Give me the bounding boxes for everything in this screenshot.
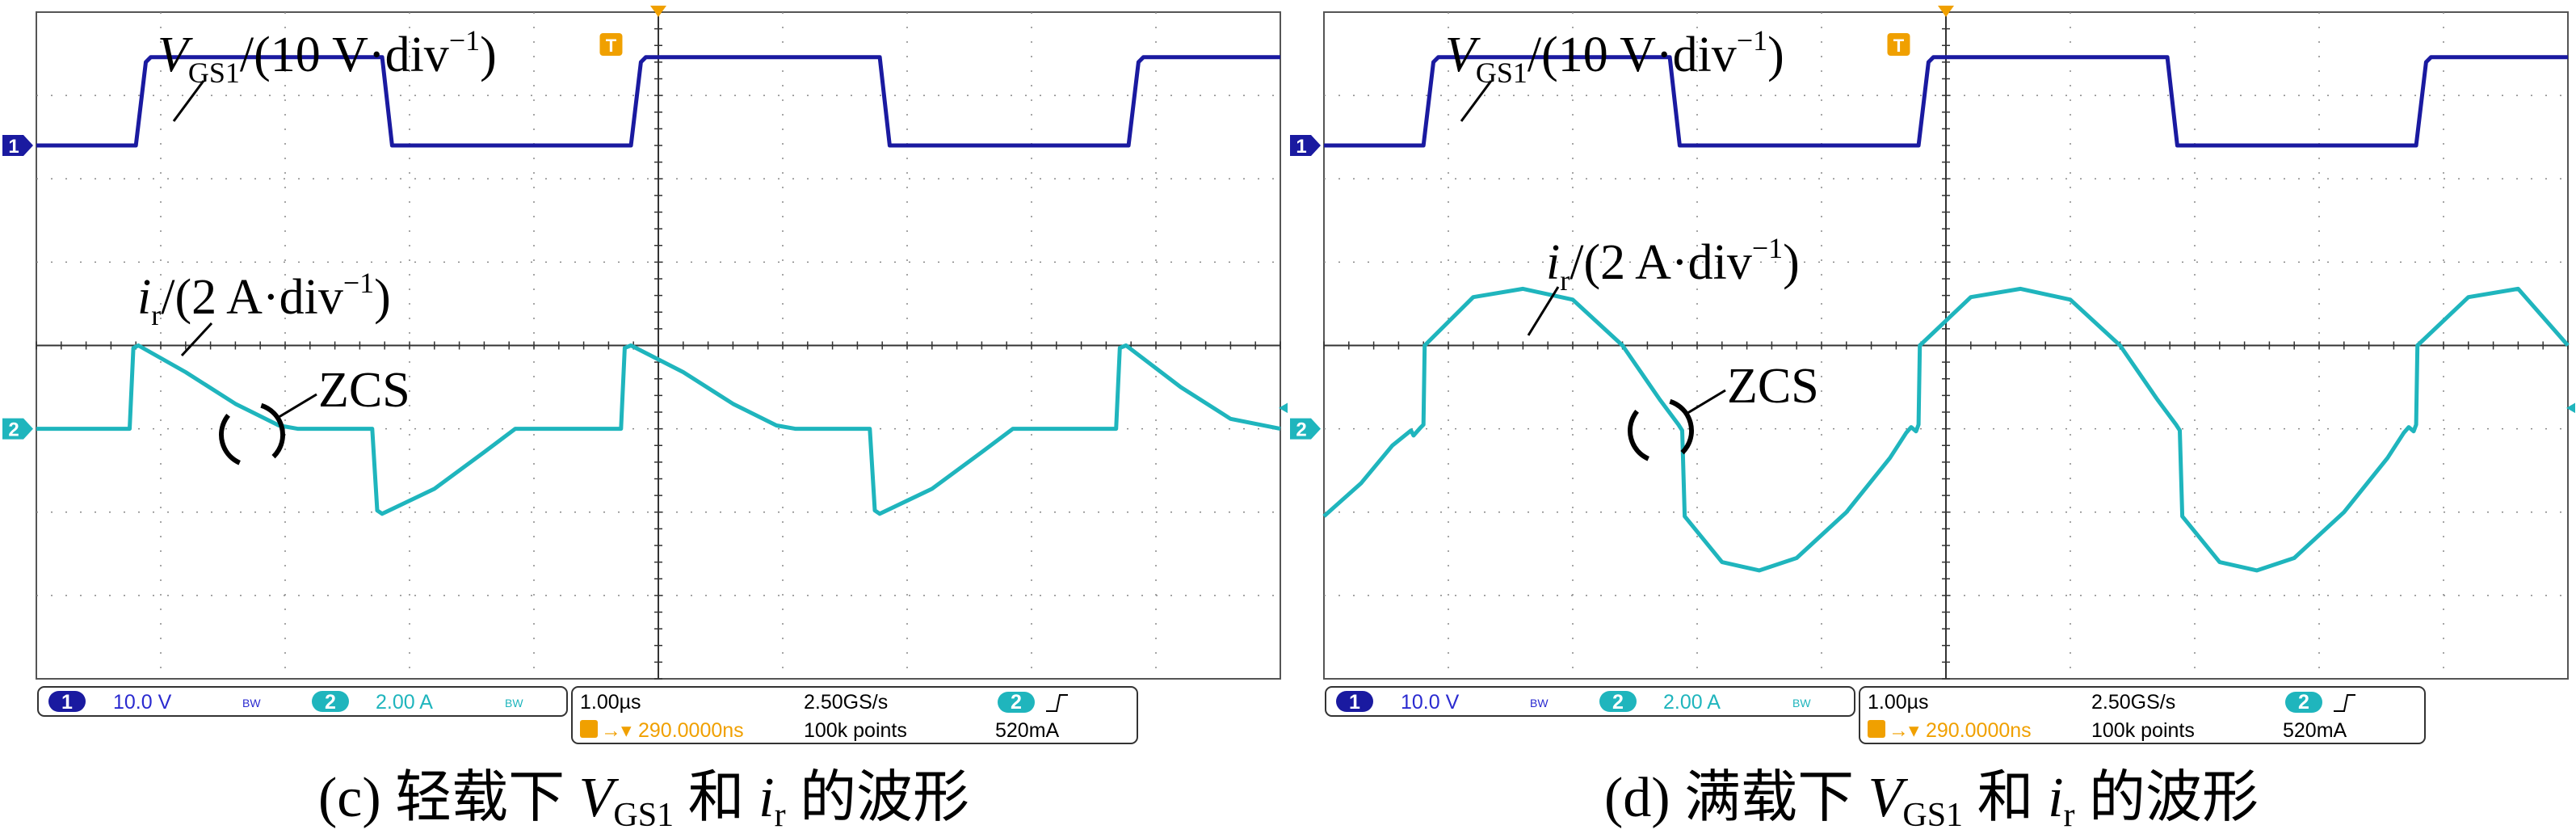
ch2-ground-marker: 2 xyxy=(1290,418,1321,441)
trace-ch1 xyxy=(1324,55,2568,148)
record-length: 100k points xyxy=(2091,719,2195,742)
ch2-scale: 2.00 A xyxy=(1663,691,1721,714)
trigger-level-arrow xyxy=(1279,402,1288,414)
trigger-marker-label: T xyxy=(1893,36,1905,56)
time-scale: 1.00µs xyxy=(1868,691,1929,714)
trigger-icon xyxy=(1868,720,1885,738)
ch1-badge xyxy=(48,691,86,712)
ch2-scale: 2.00 A xyxy=(376,691,433,714)
trigger-position-arrow xyxy=(650,6,666,17)
oscilloscope-screen: 1 2 T VGS1/(10 V·div−1) ir/(2 A·div−1) ZCS 1 10… xyxy=(1290,6,2575,744)
sample-rate: 2.50GS/s xyxy=(2091,691,2175,714)
ch2-bw-limit: BW xyxy=(505,697,523,710)
ch1-badge-label: 1 xyxy=(1349,691,1360,714)
trigger-channel-label: 2 xyxy=(2298,691,2309,714)
zcs-label: ZCS xyxy=(1727,359,1819,414)
channel-status-box xyxy=(37,686,568,717)
ch1-bw-limit: BW xyxy=(242,697,261,710)
ch2-ground-marker: 2 xyxy=(2,418,33,441)
vgs-label-leader xyxy=(1460,80,1493,122)
ch2-badge xyxy=(312,691,349,712)
trace-ch1 xyxy=(36,55,1280,148)
ch2-badge xyxy=(1599,691,1637,712)
ch1-badge xyxy=(1336,691,1373,712)
sample-rate: 2.50GS/s xyxy=(804,691,888,714)
ir-label-leader xyxy=(1527,286,1560,336)
zcs-leader xyxy=(1684,389,1726,416)
marker-label: 1 xyxy=(1296,136,1306,158)
trigger-channel-label: 2 xyxy=(1011,691,1022,714)
marker-shape xyxy=(1290,135,1321,156)
figure-caption: (c) 轻载下 VGS1 和 ir 的波形 xyxy=(317,767,970,834)
ir-label-leader xyxy=(180,322,213,357)
ch2-badge-label: 2 xyxy=(1612,691,1624,714)
zcs-circle xyxy=(219,402,285,468)
trigger-marker xyxy=(1887,33,1910,56)
scope-panel-d: 1 2 T VGS1/(10 V·div−1) ir/(2 A·div−1) ZCS 1 10… xyxy=(1288,0,2575,838)
timebase-status-box xyxy=(1859,686,2426,744)
time-scale: 1.00µs xyxy=(580,691,641,714)
trigger-level: 520mA xyxy=(995,719,1060,742)
ch2-bw-limit: BW xyxy=(1792,697,1811,710)
ch1-bw-limit: BW xyxy=(1530,697,1549,710)
trace-ch2 xyxy=(36,343,1281,516)
trigger-channel-badge xyxy=(998,692,1035,713)
channel-status-box xyxy=(1325,686,1855,717)
trigger-channel-badge xyxy=(2285,692,2322,713)
trigger-level: 520mA xyxy=(2283,719,2347,742)
trigger-marker-label: T xyxy=(606,36,617,56)
zcs-label: ZCS xyxy=(318,363,410,418)
marker-label: 1 xyxy=(8,136,19,158)
vgs-scale-label: VGS1/(10 V·div−1) xyxy=(1445,24,1784,89)
ch2-badge-label: 2 xyxy=(325,691,336,714)
trigger-position-arrow xyxy=(1938,6,1954,17)
trigger-position: 290.0000ns xyxy=(638,719,744,742)
trigger-arrow-icon: →▾ xyxy=(1889,719,1919,742)
ch1-ground-marker: 1 xyxy=(1290,135,1321,158)
vgs-scale-label: VGS1/(10 V·div−1) xyxy=(158,24,497,89)
trigger-arrow-icon: →▾ xyxy=(601,719,632,742)
trigger-position: 290.0000ns xyxy=(1926,719,2032,742)
oscilloscope-screen: 1 2 T VGS1/(10 V·div−1) ir/(2 A·div−1) ZCS 1 10… xyxy=(2,6,1288,744)
figure-caption: (d) 满载下 VGS1 和 ir 的波形 xyxy=(1603,767,2259,834)
ir-scale-label: ir/(2 A·div−1) xyxy=(1546,232,1800,297)
marker-label: 2 xyxy=(1296,419,1306,441)
marker-shape xyxy=(2,135,33,156)
trigger-level-arrow xyxy=(2566,402,2575,414)
ch1-scale: 10.0 V xyxy=(1401,691,1460,714)
ch1-scale: 10.0 V xyxy=(113,691,172,714)
ir-scale-label: ir/(2 A·div−1) xyxy=(137,267,391,331)
trigger-marker xyxy=(599,33,623,56)
rising-edge-icon xyxy=(1046,694,1068,712)
scope-panel-c: 1 2 T VGS1/(10 V·div−1) ir/(2 A·div−1) ZCS 1 10… xyxy=(2,6,1288,834)
marker-label: 2 xyxy=(8,419,19,441)
zcs-leader xyxy=(275,393,317,420)
marker-shape xyxy=(1290,418,1321,440)
marker-shape xyxy=(2,418,33,440)
trigger-icon xyxy=(580,720,598,738)
record-length: 100k points xyxy=(804,719,907,742)
rising-edge-icon xyxy=(2334,694,2355,712)
timebase-status-box xyxy=(571,686,1138,744)
vgs-label-leader xyxy=(172,80,205,122)
ch1-ground-marker: 1 xyxy=(2,135,33,158)
zcs-circle xyxy=(1628,398,1694,464)
trace-ch2 xyxy=(1322,286,2570,573)
ch1-badge-label: 1 xyxy=(61,691,73,714)
